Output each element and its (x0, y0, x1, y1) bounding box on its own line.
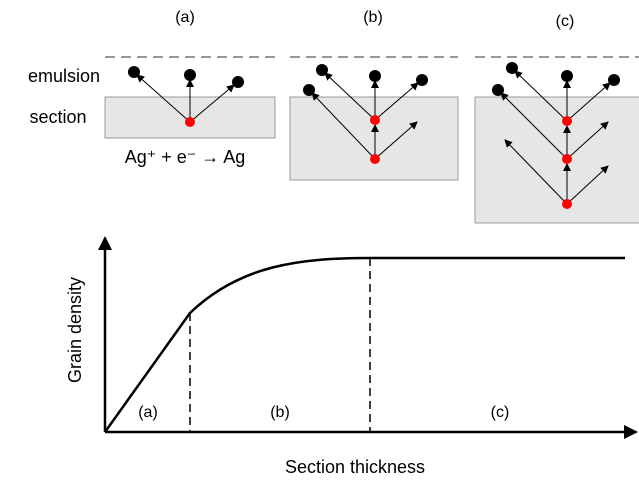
section-slab (289, 96, 459, 181)
region-label: (a) (138, 404, 158, 421)
y-axis-label: Grain density (65, 277, 85, 383)
silver-grains (128, 62, 620, 96)
region-label: (b) (270, 404, 290, 421)
rays (136, 70, 611, 205)
equation: Ag⁺ + e⁻ → Ag (125, 147, 246, 167)
region-label: (c) (491, 404, 510, 421)
layer-label: section (29, 107, 86, 127)
panel-label: (c) (556, 13, 575, 30)
radioactive-sources (185, 115, 572, 209)
curve (103, 256, 625, 433)
panel-label: (b) (363, 9, 383, 26)
x-axis-label: Section thickness (285, 457, 425, 477)
panel-label: (a) (175, 9, 195, 26)
layer-label: emulsion (28, 66, 100, 86)
section-slab (474, 96, 639, 224)
